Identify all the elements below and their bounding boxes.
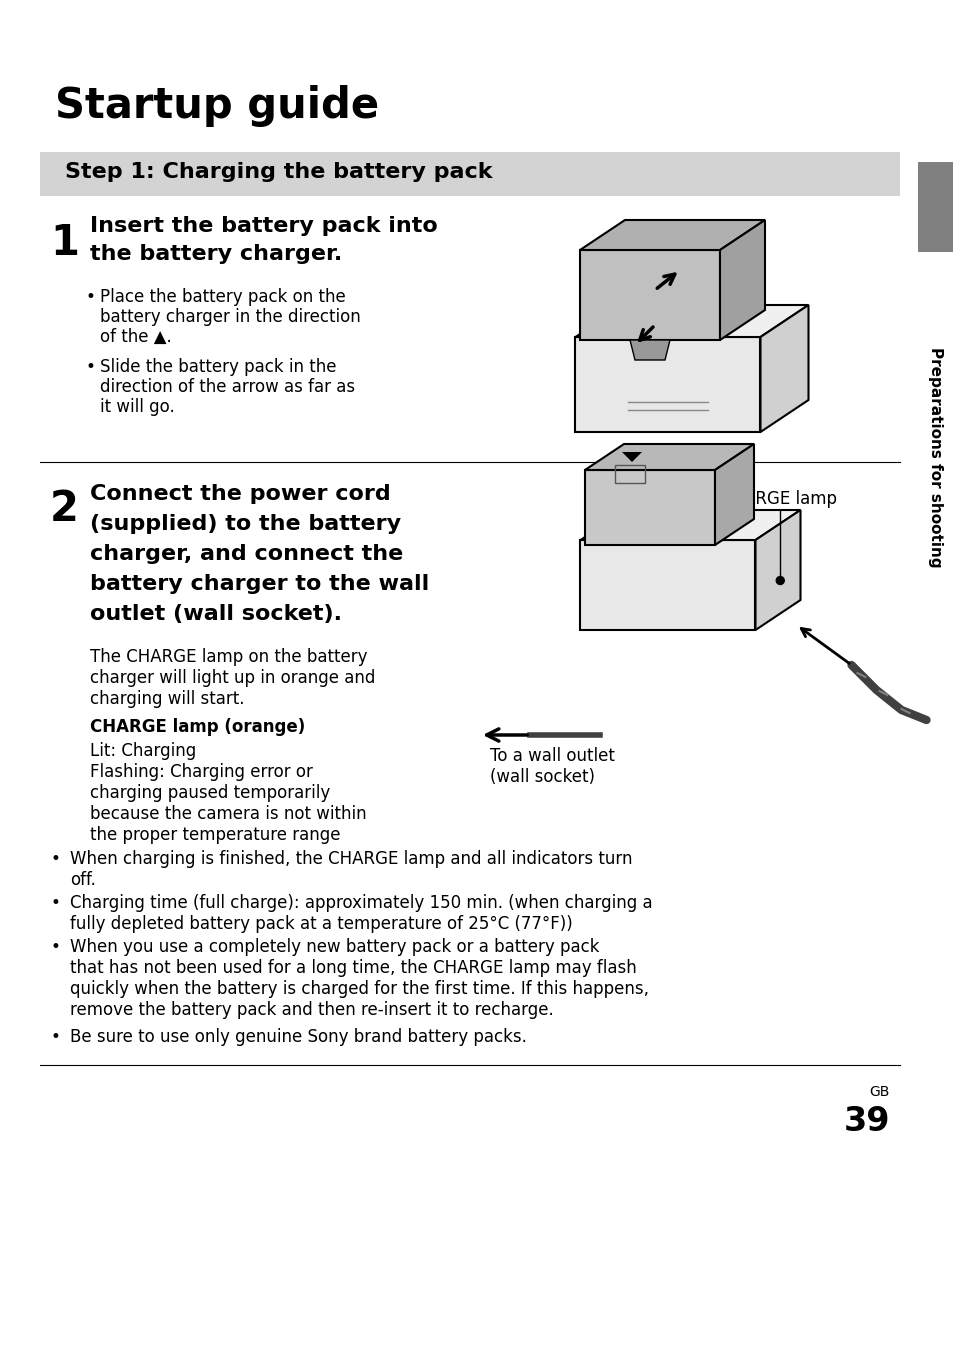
- Text: charging paused temporarily: charging paused temporarily: [90, 784, 330, 802]
- Text: Preparations for shooting: Preparations for shooting: [927, 347, 943, 568]
- Text: Slide the battery pack in the: Slide the battery pack in the: [100, 358, 336, 377]
- Text: Be sure to use only genuine Sony brand battery packs.: Be sure to use only genuine Sony brand b…: [70, 1028, 526, 1046]
- Polygon shape: [575, 305, 807, 338]
- FancyBboxPatch shape: [40, 152, 899, 196]
- Polygon shape: [575, 338, 760, 432]
- Text: quickly when the battery is charged for the first time. If this happens,: quickly when the battery is charged for …: [70, 981, 648, 998]
- Text: •: •: [50, 937, 60, 956]
- Text: the proper temperature range: the proper temperature range: [90, 826, 340, 845]
- Text: Lit: Charging: Lit: Charging: [90, 742, 196, 760]
- Polygon shape: [584, 469, 714, 545]
- Text: battery charger in the direction: battery charger in the direction: [100, 308, 360, 325]
- Text: remove the battery pack and then re-insert it to recharge.: remove the battery pack and then re-inse…: [70, 1001, 553, 1020]
- Text: it will go.: it will go.: [100, 398, 174, 416]
- Text: because the camera is not within: because the camera is not within: [90, 806, 366, 823]
- Text: Flashing: Charging error or: Flashing: Charging error or: [90, 763, 313, 781]
- Text: direction of the arrow as far as: direction of the arrow as far as: [100, 378, 355, 395]
- Polygon shape: [629, 340, 669, 360]
- Text: Place the battery pack on the: Place the battery pack on the: [100, 288, 345, 307]
- Polygon shape: [714, 444, 753, 545]
- Polygon shape: [720, 221, 764, 340]
- Text: Step 1: Charging the battery pack: Step 1: Charging the battery pack: [65, 161, 492, 182]
- Text: •: •: [50, 1028, 60, 1046]
- Text: Insert the battery pack into: Insert the battery pack into: [90, 217, 437, 235]
- Text: fully depleted battery pack at a temperature of 25°C (77°F)): fully depleted battery pack at a tempera…: [70, 915, 572, 933]
- Text: the battery charger.: the battery charger.: [90, 243, 342, 264]
- Text: (supplied) to the battery: (supplied) to the battery: [90, 514, 400, 534]
- Text: GB: GB: [869, 1085, 889, 1099]
- Text: Connect the power cord: Connect the power cord: [90, 484, 391, 504]
- Text: When charging is finished, the CHARGE lamp and all indicators turn: When charging is finished, the CHARGE la…: [70, 850, 632, 868]
- Text: charger will light up in orange and: charger will light up in orange and: [90, 668, 375, 687]
- Text: Startup guide: Startup guide: [55, 85, 378, 126]
- Text: charging will start.: charging will start.: [90, 690, 244, 707]
- FancyBboxPatch shape: [917, 161, 953, 252]
- Text: 2: 2: [50, 488, 79, 530]
- Polygon shape: [579, 510, 800, 539]
- Text: off.: off.: [70, 872, 95, 889]
- Text: •: •: [50, 850, 60, 868]
- Polygon shape: [760, 305, 807, 432]
- Text: CHARGE lamp (orange): CHARGE lamp (orange): [90, 718, 305, 736]
- Text: CHARGE lamp: CHARGE lamp: [720, 490, 836, 508]
- Text: •: •: [50, 894, 60, 912]
- Text: charger, and connect the: charger, and connect the: [90, 543, 403, 564]
- Polygon shape: [579, 539, 755, 629]
- Text: To a wall outlet
(wall socket): To a wall outlet (wall socket): [490, 746, 615, 785]
- Text: Charging time (full charge): approximately 150 min. (when charging a: Charging time (full charge): approximate…: [70, 894, 652, 912]
- Text: •: •: [85, 358, 94, 377]
- Text: •: •: [85, 288, 94, 307]
- Polygon shape: [579, 250, 720, 340]
- Text: battery charger to the wall: battery charger to the wall: [90, 574, 429, 594]
- Text: that has not been used for a long time, the CHARGE lamp may flash: that has not been used for a long time, …: [70, 959, 636, 976]
- Polygon shape: [579, 221, 764, 250]
- Circle shape: [776, 577, 783, 585]
- Text: 1: 1: [50, 222, 79, 264]
- Polygon shape: [584, 444, 753, 469]
- Text: When you use a completely new battery pack or a battery pack: When you use a completely new battery pa…: [70, 937, 598, 956]
- Polygon shape: [621, 452, 641, 461]
- Text: The CHARGE lamp on the battery: The CHARGE lamp on the battery: [90, 648, 367, 666]
- Text: outlet (wall socket).: outlet (wall socket).: [90, 604, 341, 624]
- Text: of the ▲.: of the ▲.: [100, 328, 172, 346]
- Polygon shape: [755, 510, 800, 629]
- Text: 39: 39: [842, 1106, 889, 1138]
